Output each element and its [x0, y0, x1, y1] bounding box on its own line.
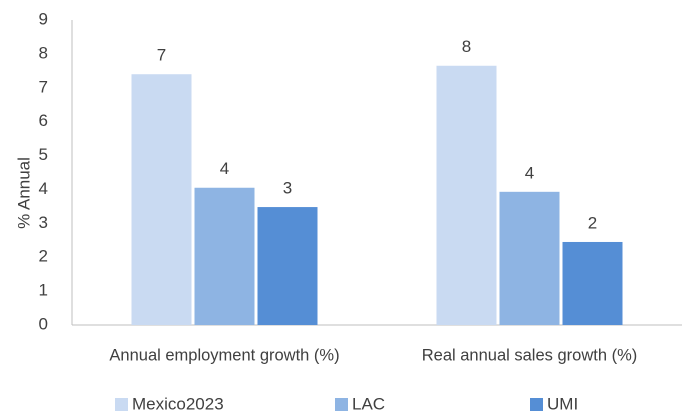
- bar: [562, 241, 623, 325]
- category-labels: Annual employment growth (%) Real annual …: [109, 346, 637, 364]
- bar: [131, 74, 192, 325]
- legend-item: UMI: [530, 394, 578, 413]
- legend-label: Mexico2023: [132, 394, 224, 413]
- data-labels: 7 4 3 8 4 2: [157, 37, 597, 232]
- data-label: 7: [157, 46, 166, 65]
- legend-label: LAC: [352, 394, 385, 413]
- legend: Mexico2023 LAC UMI: [115, 394, 578, 413]
- bar: [436, 65, 497, 325]
- legend-item: LAC: [335, 394, 385, 413]
- data-label: 2: [588, 213, 597, 232]
- y-tick-label: 0: [39, 314, 48, 333]
- y-tick-label: 5: [39, 145, 48, 164]
- y-tick-label: 2: [39, 247, 48, 266]
- y-tick-label: 7: [39, 77, 48, 96]
- legend-label: UMI: [547, 394, 578, 413]
- bar: [257, 207, 318, 325]
- legend-item: Mexico2023: [115, 394, 224, 413]
- legend-swatch: [115, 398, 128, 411]
- y-axis-title: % Annual: [14, 157, 33, 229]
- legend-swatch: [530, 398, 543, 411]
- data-label: 3: [283, 179, 292, 198]
- bars: [131, 65, 623, 325]
- data-label: 4: [220, 159, 229, 178]
- bar: [499, 191, 560, 325]
- data-label: 4: [525, 163, 534, 182]
- y-tick-label: 6: [39, 111, 48, 130]
- y-tick-label: 8: [39, 43, 48, 62]
- y-tick-label: 4: [39, 179, 48, 198]
- y-tick-label: 9: [39, 9, 48, 28]
- data-label: 8: [462, 37, 471, 56]
- legend-swatch: [335, 398, 348, 411]
- y-tick-label: 1: [39, 281, 48, 300]
- x-category-label: Real annual sales growth (%): [422, 346, 638, 364]
- y-tick-label: 3: [39, 213, 48, 232]
- x-category-label: Annual employment growth (%): [109, 346, 339, 364]
- bar: [194, 187, 255, 325]
